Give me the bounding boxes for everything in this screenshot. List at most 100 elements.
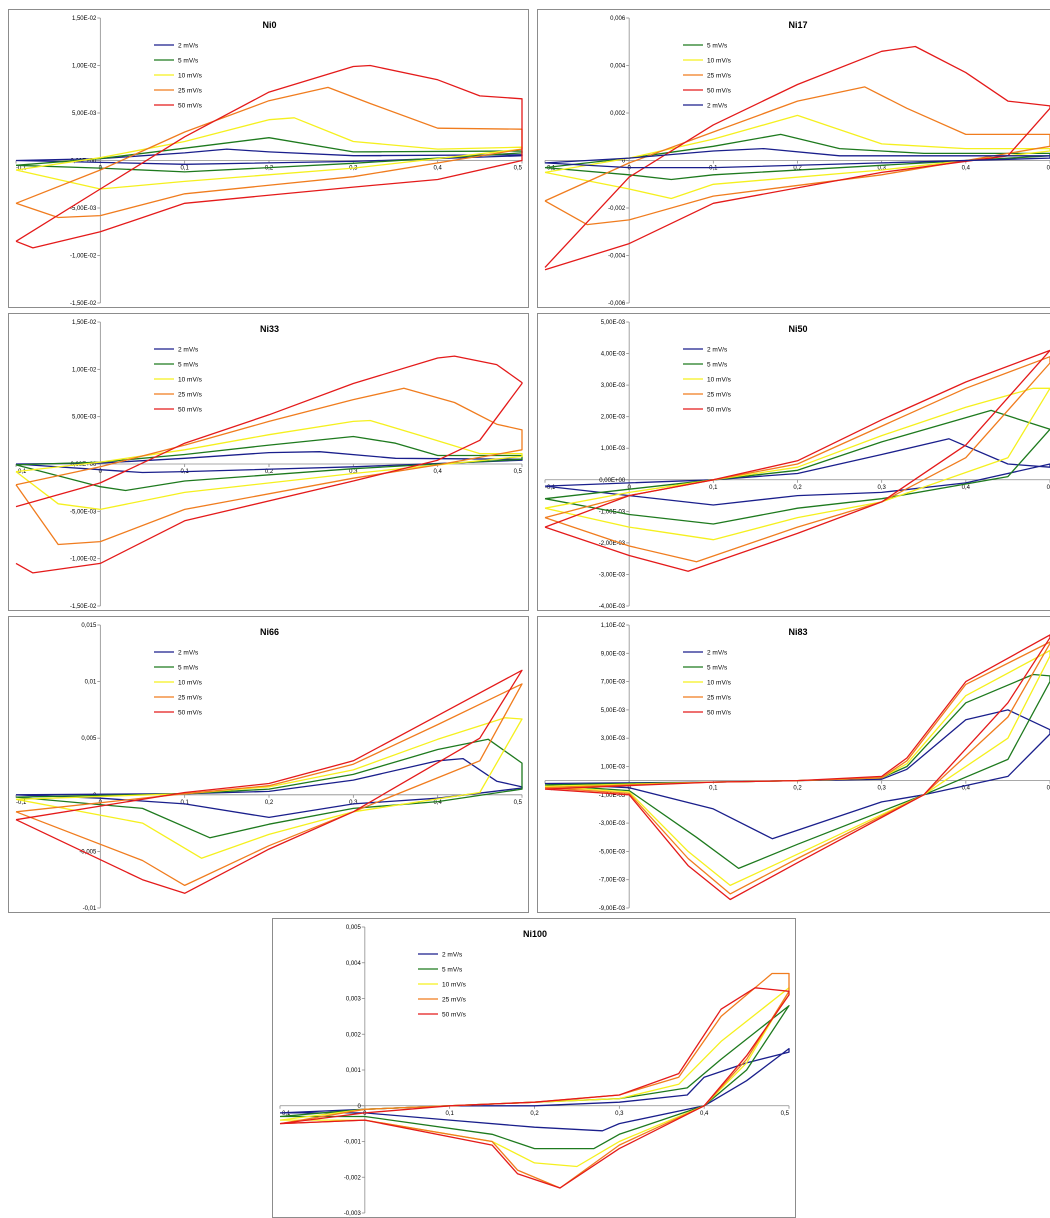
chart-svg-ni33: -1,50E-02 -1,00E-02 -5,00E-03 0,00E+00 5,00E…: [15, 320, 523, 610]
y-tick-label: -0,01: [83, 906, 97, 912]
series-line-50-mv-s: [544, 634, 1050, 901]
legend-label: 5 mV/s: [442, 967, 463, 974]
legend-label: 50 mV/s: [178, 103, 203, 110]
series-line-2-mv-s: [15, 757, 523, 819]
y-tick-label: -0,002: [608, 206, 626, 212]
chart-panel-ni50: -4,00E-03 -3,00E-03 -2,00E-03 -1,00E-03 0,00…: [537, 313, 1050, 611]
y-tick-label: 0,005: [346, 925, 362, 931]
legend-label: 10 mV/s: [178, 73, 203, 80]
y-tick-label: -7,00E-03: [599, 878, 626, 884]
legend-label: 25 mV/s: [178, 392, 203, 399]
x-tick-label: 0,5: [514, 469, 523, 475]
x-tick-label: 0,3: [877, 166, 886, 172]
y-tick-label: -1,00E-03: [599, 793, 626, 799]
y-tick-label: 0,015: [81, 623, 97, 629]
legend-label: 50 mV/s: [707, 407, 732, 414]
x-tick-label: 0,2: [793, 166, 802, 172]
y-tick-label: -0,001: [344, 1140, 362, 1146]
legend-label: 2 mV/s: [178, 347, 199, 354]
legend-label: 25 mV/s: [707, 392, 732, 399]
chart-title: Ni33: [260, 324, 279, 334]
legend-label: 5 mV/s: [178, 58, 199, 65]
x-tick-label: -0,1: [16, 800, 27, 806]
chart-title: Ni50: [788, 324, 807, 334]
series-line-10-mv-s: [15, 717, 523, 859]
x-tick-label: 0,4: [433, 166, 442, 172]
chart-title: Ni100: [523, 929, 547, 939]
legend-label: 50 mV/s: [178, 407, 203, 414]
legend-label: 50 mV/s: [442, 1012, 467, 1019]
series-line-50-mv-s: [544, 349, 1050, 572]
legend-label: 25 mV/s: [707, 73, 732, 80]
series-line-50-mv-s: [15, 355, 523, 574]
x-tick-label: 0,1: [180, 800, 189, 806]
x-tick-label: 0: [1047, 485, 1050, 491]
legend-label: 2 mV/s: [178, 43, 199, 50]
series-line-2-mv-s: [15, 148, 523, 165]
legend-label: 10 mV/s: [442, 982, 467, 989]
y-tick-label: 5,00E-03: [601, 320, 626, 326]
legend-label: 25 mV/s: [707, 695, 732, 702]
legend-label: 2 mV/s: [707, 347, 728, 354]
chart-svg-ni100: -0,003 -0,002 -0,001 0 0,001 0,002 0,003 0,004 0…: [279, 925, 790, 1217]
series-line-2-mv-s: [544, 438, 1050, 506]
x-tick-label: 0,3: [615, 1111, 624, 1117]
series-line-25-mv-s: [15, 387, 523, 546]
y-tick-label: -0,004: [608, 254, 626, 260]
series-line-10-mv-s: [544, 114, 1050, 200]
chart-panel-ni33: -1,50E-02 -1,00E-02 -5,00E-03 0,00E+00 5,00E…: [8, 313, 529, 611]
x-tick-label: -0,1: [16, 166, 27, 172]
series-line-50-mv-s: [279, 987, 790, 1189]
y-tick-label: 1,00E-02: [72, 367, 97, 373]
x-tick-label: -0,1: [545, 485, 556, 491]
y-tick-label: -1,50E-02: [70, 301, 97, 307]
series-line-10-mv-s: [15, 117, 523, 190]
y-tick-label: 1,00E-03: [601, 446, 626, 452]
y-tick-label: 0,002: [610, 111, 626, 117]
x-tick-label: 0,4: [433, 469, 442, 475]
y-tick-label: 0,00E+00: [70, 462, 97, 468]
x-tick-label: 0,3: [349, 469, 358, 475]
x-tick-label: 0: [627, 485, 631, 491]
chart-panel-ni66: -0,01 -0,005 0 0,005 0,01 0,015 -0,1 0 0,1 0,2 0,3…: [8, 616, 529, 913]
series-line-2-mv-s: [279, 1047, 790, 1132]
y-tick-label: -9,00E-03: [599, 906, 626, 912]
chart-title: Ni17: [788, 20, 807, 30]
y-tick-label: -0,005: [79, 849, 97, 855]
x-tick-label: 0,1: [180, 166, 189, 172]
x-tick-label: 0,4: [433, 800, 442, 806]
y-tick-label: 0,004: [346, 961, 362, 967]
series-line-25-mv-s: [279, 972, 790, 1189]
legend-label: 25 mV/s: [178, 695, 203, 702]
legend-label: 2 mV/s: [178, 650, 199, 657]
y-tick-label: -0,006: [608, 301, 626, 307]
y-tick-label: -1,00E-02: [70, 557, 97, 563]
series-line-10-mv-s: [15, 419, 523, 511]
legend-label: 10 mV/s: [707, 680, 732, 687]
y-tick-label: 0,01: [85, 680, 97, 686]
legend-label: 2 mV/s: [707, 103, 728, 110]
y-tick-label: 2,00E-03: [601, 415, 626, 421]
y-tick-label: -1,00E-02: [70, 254, 97, 260]
legend-label: 25 mV/s: [442, 997, 467, 1004]
series-line-50-mv-s: [15, 64, 523, 249]
x-tick-label: 0,2: [265, 800, 274, 806]
x-tick-label: 0,4: [962, 485, 971, 491]
x-tick-label: 0,5: [781, 1111, 790, 1117]
legend-label: 50 mV/s: [178, 710, 203, 717]
legend-label: 2 mV/s: [707, 650, 728, 657]
series-line-2-mv-s: [544, 709, 1050, 840]
x-tick-label: 0: [363, 1111, 367, 1117]
chart-svg-ni83: -9,00E-03 -7,00E-03 -5,00E-03 -3,00E-03 -1,0…: [544, 623, 1050, 912]
y-tick-label: -1,00E-03: [599, 509, 626, 515]
legend-label: 5 mV/s: [707, 43, 728, 50]
x-tick-label: 0,4: [700, 1111, 709, 1117]
series-line-25-mv-s: [15, 683, 523, 887]
x-tick-label: 0,1: [709, 485, 718, 491]
legend-label: 5 mV/s: [707, 362, 728, 369]
x-tick-label: 0: [99, 469, 103, 475]
series-line-50-mv-s: [15, 669, 523, 894]
y-tick-label: 9,00E-03: [601, 651, 626, 657]
y-tick-label: 0,006: [610, 16, 626, 22]
